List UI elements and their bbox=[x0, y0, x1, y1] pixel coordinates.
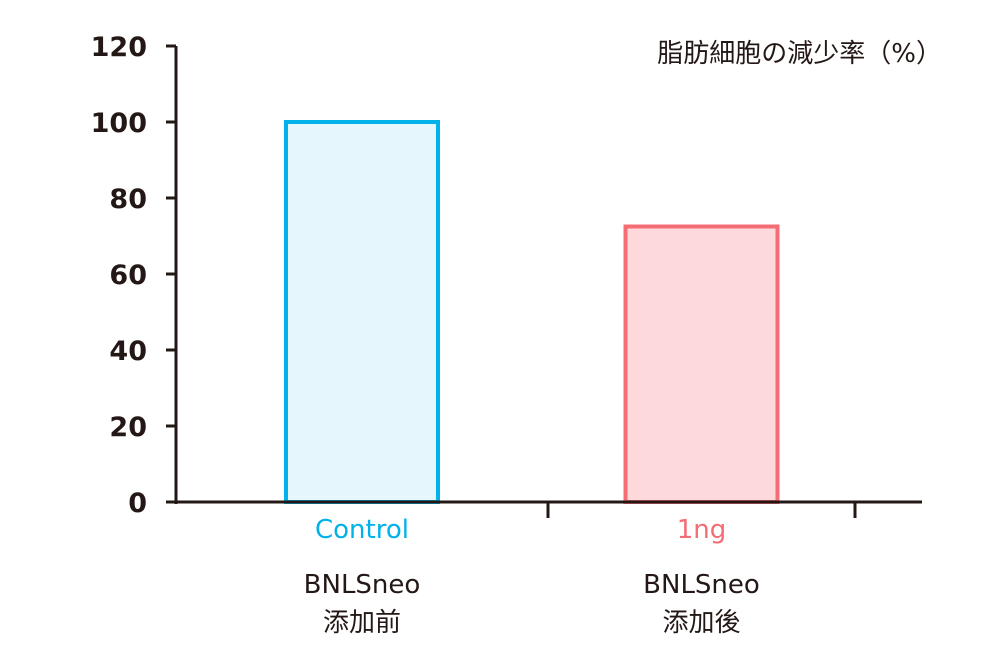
y-tick-label: 120 bbox=[91, 32, 147, 63]
y-tick-label: 40 bbox=[109, 336, 147, 367]
bar-1ng bbox=[623, 224, 780, 504]
y-tick-label: 60 bbox=[109, 260, 147, 291]
category-label: 1ng bbox=[677, 515, 727, 545]
category-label: Control bbox=[315, 515, 409, 545]
y-tick-label: 100 bbox=[91, 108, 147, 139]
chart-title: 脂肪細胞の減少率（%） bbox=[657, 39, 942, 69]
bars-layer bbox=[284, 120, 780, 504]
group-label-line: BNLSneo bbox=[643, 570, 760, 600]
y-tick-label: 0 bbox=[128, 488, 147, 519]
group-label-line: 添加後 bbox=[662, 608, 740, 638]
y-tick-label: 20 bbox=[109, 412, 147, 443]
axes-layer: 0 20 40 60 80 100 120 bbox=[91, 32, 922, 519]
group-label-line: 添加前 bbox=[323, 608, 401, 638]
y-tick-label: 80 bbox=[109, 184, 147, 215]
group-label-line: BNLSneo bbox=[304, 570, 421, 600]
bar-control bbox=[284, 120, 440, 504]
labels-layer: Control BNLSneo 添加前 1ng BNLSneo 添加後 bbox=[304, 515, 760, 638]
